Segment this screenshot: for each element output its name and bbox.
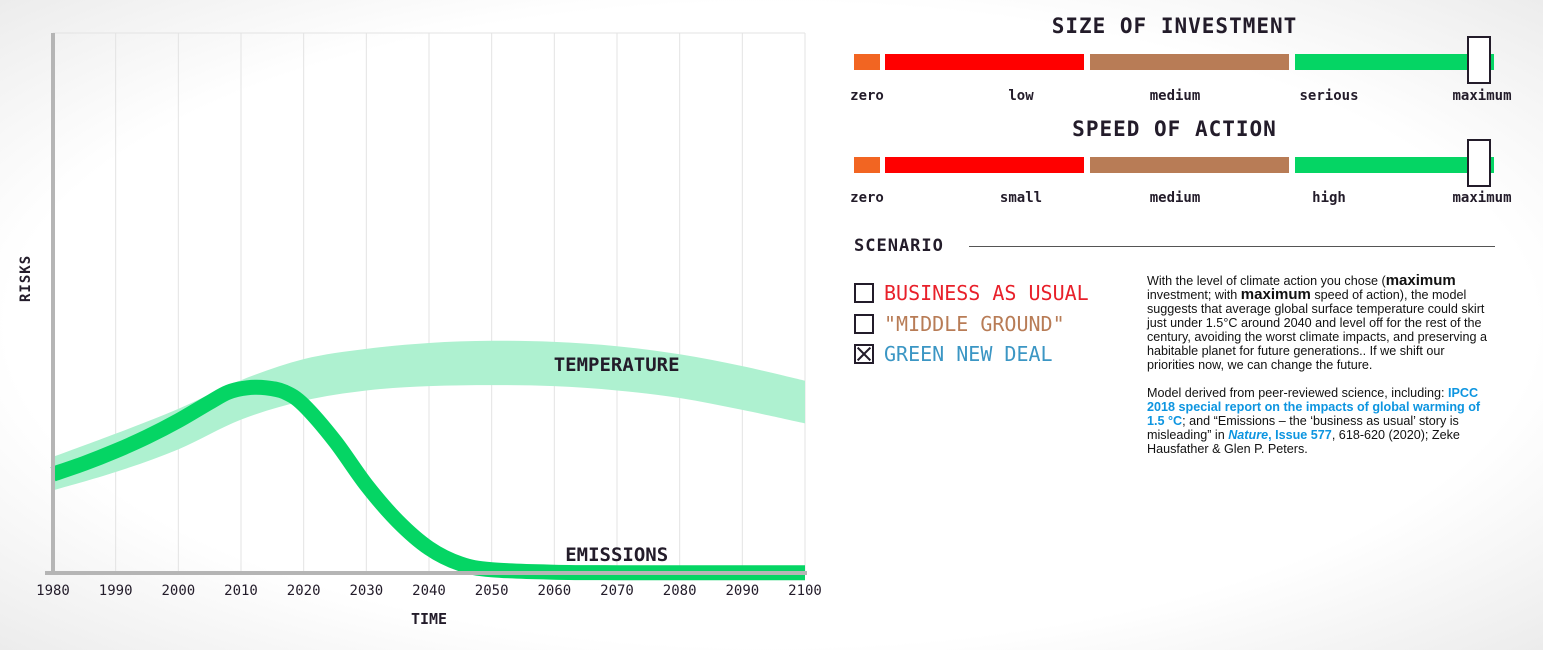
scenario-option-green-new-deal[interactable]: GREEN NEW DEAL — [854, 342, 1053, 366]
investment-label-zero: zero — [850, 88, 884, 104]
speed-slider[interactable] — [854, 139, 1494, 187]
speed-seg-zero[interactable] — [854, 157, 880, 173]
nature-article-link[interactable]: Nature, Issue 577 — [1228, 428, 1332, 442]
scenario-label: "MIDDLE GROUND" — [884, 312, 1065, 336]
checkbox[interactable] — [854, 344, 874, 364]
investment-level: maximum — [1385, 272, 1456, 289]
investment-title: SIZE OF INVESTMENT — [1051, 14, 1298, 38]
investment-seg-zero[interactable] — [854, 54, 880, 70]
investment-label-medium: medium — [1149, 88, 1201, 104]
x-tick-label: 2030 — [349, 583, 383, 599]
x-tick-label: 1980 — [36, 583, 70, 599]
speed-label-zero: zero — [850, 190, 884, 206]
investment-slider-thumb[interactable] — [1467, 36, 1491, 84]
speed-label-high: high — [1312, 190, 1346, 206]
investment-seg-serious[interactable] — [1295, 54, 1494, 70]
y-axis-label: RISKS — [18, 254, 34, 302]
scenario-divider — [969, 246, 1495, 247]
investment-label-serious: serious — [1299, 88, 1359, 104]
investment-seg-low[interactable] — [885, 54, 1084, 70]
scenario-label: GREEN NEW DEAL — [884, 342, 1053, 366]
investment-slider[interactable] — [854, 36, 1494, 84]
x-tick-label: 2050 — [475, 583, 509, 599]
x-tick-label: 2100 — [788, 583, 822, 599]
investment-label-low: low — [1008, 88, 1034, 104]
speed-seg-small[interactable] — [885, 157, 1084, 173]
risk-chart: 1980 1990 2000 2010 2020 2030 2040 2050 2060 2070… — [36, 32, 822, 628]
x-tick-label: 2000 — [161, 583, 195, 599]
x-axis-label: TIME — [411, 610, 447, 628]
scenario-description: With the level of climate action you cho… — [1147, 272, 1492, 470]
sources-paragraph: Model derived from peer-reviewed science… — [1147, 386, 1481, 456]
investment-label-maximum: maximum — [1452, 88, 1512, 104]
x-tick-label: 1990 — [99, 583, 133, 599]
scenario-title: SCENARIO — [854, 236, 944, 256]
description-paragraph: With the level of climate action you cho… — [1147, 272, 1487, 372]
scenario-label: BUSINESS AS USUAL — [884, 281, 1089, 305]
x-tick-label: 2020 — [287, 583, 321, 599]
speed-slider-thumb[interactable] — [1467, 139, 1491, 187]
x-tick-label: 2010 — [224, 583, 258, 599]
x-tick-label: 2070 — [600, 583, 634, 599]
x-tick-label: 2090 — [725, 583, 759, 599]
series-annotation: TEMPERATURE — [554, 354, 680, 376]
scenario-option-middle-ground[interactable]: "MIDDLE GROUND" — [854, 312, 1065, 336]
speed-title: SPEED OF ACTION — [1072, 117, 1277, 141]
checkbox[interactable] — [854, 314, 874, 334]
investment-seg-medium[interactable] — [1090, 54, 1289, 70]
speed-seg-high[interactable] — [1295, 157, 1494, 173]
speed-level: maximum — [1240, 286, 1311, 303]
speed-label-small: small — [999, 190, 1043, 206]
speed-seg-medium[interactable] — [1090, 157, 1289, 173]
ipcc-report-link[interactable]: IPCC 2018 special report on the impacts … — [1147, 386, 1481, 428]
series-annotation: EMISSIONS — [565, 544, 668, 566]
x-tick-label: 2060 — [537, 583, 571, 599]
scenario-option-business-as-usual[interactable]: BUSINESS AS USUAL — [854, 281, 1089, 305]
temperature-band — [53, 340, 805, 491]
checkbox[interactable] — [854, 283, 874, 303]
x-tick-label: 2040 — [412, 583, 446, 599]
x-tick-label: 2080 — [663, 583, 697, 599]
speed-label-maximum: maximum — [1452, 190, 1512, 206]
speed-label-medium: medium — [1149, 190, 1201, 206]
